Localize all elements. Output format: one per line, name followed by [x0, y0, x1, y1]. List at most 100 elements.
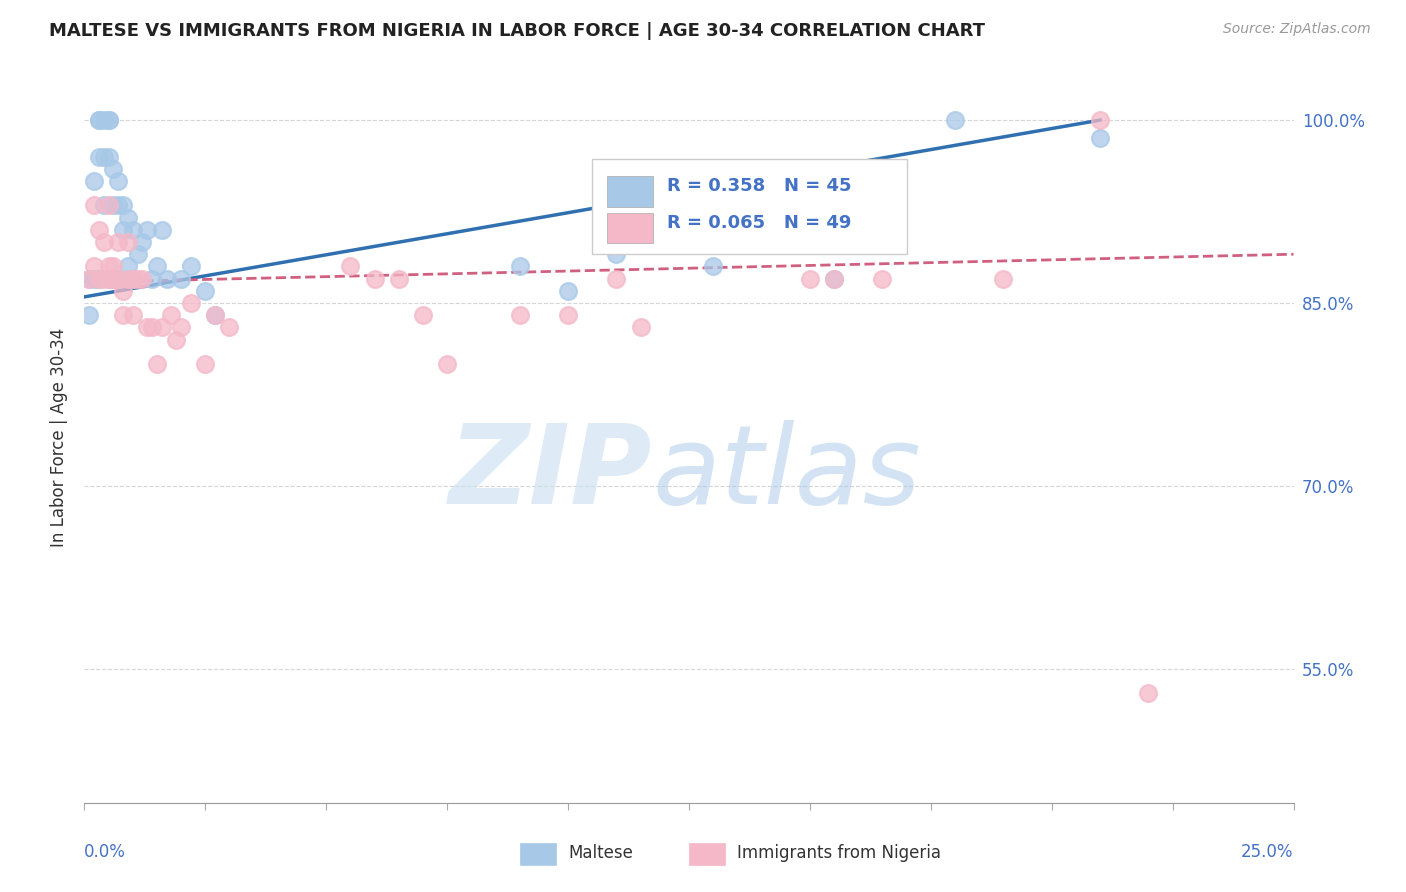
Point: [93, 271, 115, 285]
Text: R = 0.065   N = 49: R = 0.065 N = 49: [668, 214, 852, 232]
Point: [993, 271, 1015, 285]
Point: [146, 260, 169, 274]
Point: [436, 357, 458, 371]
Point: [83, 260, 105, 274]
Point: [107, 271, 129, 285]
Point: [97, 198, 120, 212]
Point: [136, 320, 159, 334]
Point: [127, 271, 149, 285]
Point: [872, 271, 894, 285]
Point: [77, 271, 100, 285]
Point: [823, 271, 845, 285]
Point: [165, 333, 187, 347]
Point: [180, 296, 202, 310]
Point: [127, 247, 149, 261]
Point: [107, 235, 129, 249]
Point: [605, 271, 627, 285]
Point: [194, 284, 217, 298]
Point: [103, 161, 125, 176]
Point: [93, 150, 115, 164]
Point: [131, 271, 153, 285]
Text: 0.0%: 0.0%: [84, 843, 127, 861]
Point: [170, 320, 193, 334]
Point: [107, 198, 129, 212]
Point: [103, 271, 125, 285]
Point: [103, 198, 125, 212]
Text: R = 0.358   N = 45: R = 0.358 N = 45: [668, 178, 852, 195]
Point: [180, 260, 202, 274]
Point: [93, 198, 115, 212]
Point: [77, 308, 100, 322]
Point: [194, 357, 217, 371]
Text: Maltese: Maltese: [568, 844, 633, 862]
Point: [83, 198, 105, 212]
Point: [121, 308, 143, 322]
Point: [112, 308, 135, 322]
Point: [117, 235, 139, 249]
Point: [1088, 113, 1111, 128]
Point: [605, 247, 627, 261]
FancyBboxPatch shape: [689, 843, 725, 865]
Point: [412, 308, 434, 322]
Point: [170, 271, 193, 285]
Point: [93, 113, 115, 128]
Point: [509, 308, 531, 322]
FancyBboxPatch shape: [520, 843, 555, 865]
FancyBboxPatch shape: [607, 176, 652, 207]
Point: [97, 271, 120, 285]
Point: [155, 271, 177, 285]
Point: [702, 211, 724, 225]
Point: [121, 271, 143, 285]
Point: [339, 260, 361, 274]
Point: [141, 271, 163, 285]
Point: [87, 271, 110, 285]
Point: [146, 357, 169, 371]
Point: [823, 271, 845, 285]
Point: [131, 235, 153, 249]
Point: [136, 223, 159, 237]
Point: [150, 223, 173, 237]
Point: [702, 260, 724, 274]
Point: [557, 308, 579, 322]
Point: [117, 211, 139, 225]
Text: Source: ZipAtlas.com: Source: ZipAtlas.com: [1223, 22, 1371, 37]
Point: [121, 223, 143, 237]
Point: [943, 113, 966, 128]
Point: [630, 320, 652, 334]
Point: [103, 271, 125, 285]
Point: [97, 260, 120, 274]
Point: [97, 150, 120, 164]
Point: [103, 260, 125, 274]
Point: [121, 271, 143, 285]
Point: [87, 113, 110, 128]
Point: [363, 271, 385, 285]
Point: [97, 271, 120, 285]
Point: [117, 260, 139, 274]
Point: [218, 320, 240, 334]
Point: [93, 235, 115, 249]
Point: [87, 223, 110, 237]
Point: [204, 308, 226, 322]
Point: [112, 284, 135, 298]
Point: [509, 260, 531, 274]
Point: [83, 271, 105, 285]
Point: [799, 271, 821, 285]
Point: [117, 271, 139, 285]
Point: [87, 113, 110, 128]
Point: [557, 284, 579, 298]
Text: ZIP: ZIP: [449, 420, 652, 527]
Point: [107, 174, 129, 188]
Point: [77, 271, 100, 285]
Point: [204, 308, 226, 322]
Point: [150, 320, 173, 334]
Point: [160, 308, 183, 322]
Point: [1088, 131, 1111, 145]
Y-axis label: In Labor Force | Age 30-34: In Labor Force | Age 30-34: [51, 327, 69, 547]
Point: [141, 320, 163, 334]
Point: [83, 174, 105, 188]
Text: 25.0%: 25.0%: [1241, 843, 1294, 861]
Text: MALTESE VS IMMIGRANTS FROM NIGERIA IN LABOR FORCE | AGE 30-34 CORRELATION CHART: MALTESE VS IMMIGRANTS FROM NIGERIA IN LA…: [49, 22, 986, 40]
Point: [97, 113, 120, 128]
Point: [97, 113, 120, 128]
Point: [107, 271, 129, 285]
